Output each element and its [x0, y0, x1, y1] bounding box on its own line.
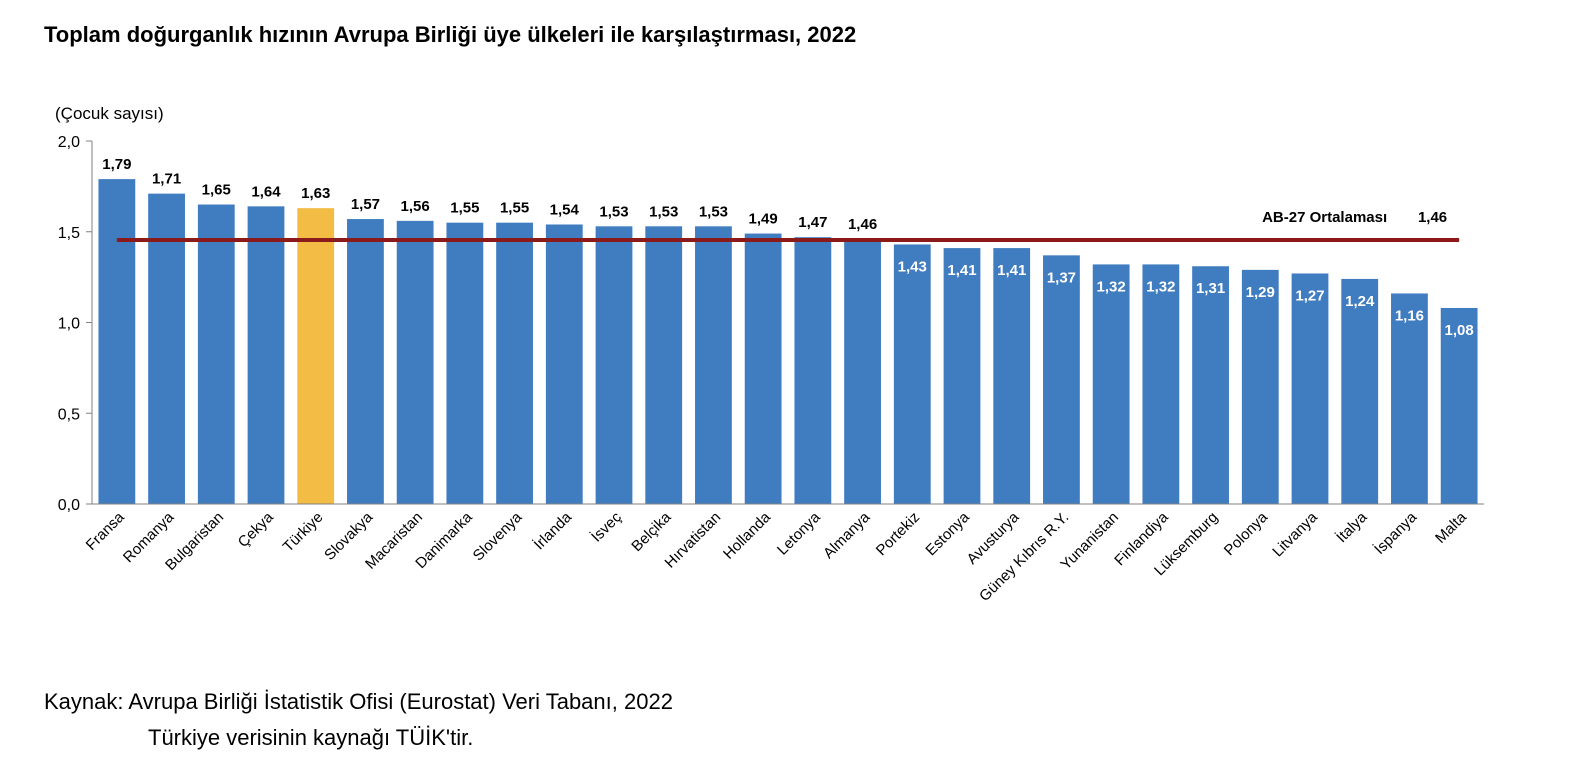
bar: [695, 226, 732, 504]
bar: [347, 219, 384, 505]
source-line-1: Kaynak: Avrupa Birliği İstatistik Ofisi …: [44, 689, 673, 714]
x-tick-label: Çekya: [235, 508, 278, 551]
bars: 1,79 1,71 1,65 1,64 1,63 1,57 1,56 1,55 1,55 1,54…: [98, 156, 1478, 505]
bar-value-label: 1,53: [699, 203, 728, 220]
bar-value-label: 1,54: [550, 201, 580, 218]
bar-value-label: 1,16: [1395, 307, 1424, 324]
bar: [98, 179, 136, 505]
source-note: Kaynak: Avrupa Birliği İstatistik Ofisi …: [44, 684, 673, 756]
reference-line-label: AB-27 Ortalaması: [1262, 209, 1387, 226]
bar: [794, 237, 832, 504]
bar: [1391, 293, 1428, 504]
bar-value-label: 1,37: [1047, 269, 1076, 286]
bar-value-label: 1,41: [947, 262, 976, 279]
bar-value-label: 1,47: [798, 214, 827, 231]
reference-line-value: 1,46: [1418, 209, 1447, 226]
bar-value-label: 1,65: [202, 182, 231, 199]
bar: [595, 226, 633, 504]
bar-chart: (Çocuk sayısı) 0,00,51,01,52,0 1,791,711…: [55, 104, 1484, 605]
bar-value-label: 1,24: [1345, 293, 1375, 310]
chart-title: Toplam doğurganlık hızının Avrupa Birliğ…: [44, 22, 857, 47]
bar-value-label: 1,57: [351, 196, 380, 213]
bar: [1192, 266, 1229, 504]
x-tick-label: İtalya: [1332, 508, 1371, 547]
bar: [1341, 278, 1379, 504]
x-tick-label: Letonya: [774, 508, 824, 558]
bar: [1142, 264, 1180, 504]
x-tick-label: Slovenya: [470, 508, 526, 564]
bar-value-label: 1,63: [301, 185, 330, 202]
bar: [844, 239, 881, 504]
bar: [943, 248, 981, 504]
x-tick-label: Polonya: [1221, 508, 1272, 559]
bar: [197, 204, 235, 504]
bar-value-label: 1,41: [997, 262, 1026, 279]
bar: [1291, 273, 1329, 504]
reference-line: AB-27 Ortalaması 1,46: [116, 209, 1460, 243]
bar-value-label: 1,53: [649, 203, 678, 220]
bar: [645, 226, 683, 504]
y-axis: 0,0 0,5 1,0 1,5 2,0: [58, 134, 93, 514]
bar: [247, 206, 285, 504]
bar-value-label: 1,43: [898, 258, 927, 275]
bar-value-label: 1,29: [1246, 284, 1275, 301]
bar: [1440, 307, 1478, 504]
y-tick-label: 0,5: [58, 406, 80, 423]
source-line-2: Türkiye verisinin kaynağı TÜİK'tir.: [148, 725, 474, 750]
bar: [1241, 269, 1279, 504]
x-tick-label: Fransa: [83, 508, 128, 553]
x-tick-label: Türkiye: [280, 509, 327, 556]
y-axis-label: (Çocuk sayısı): [55, 104, 164, 123]
bar-value-label: 1,08: [1445, 322, 1474, 339]
bar-value-label: 1,27: [1295, 287, 1324, 304]
x-tick-label: Estonya: [922, 508, 973, 559]
bar-value-label: 1,79: [102, 156, 131, 173]
x-tick-label: Belçika: [628, 508, 675, 555]
bar: [545, 224, 583, 505]
x-tick-label: Litvanya: [1269, 508, 1321, 560]
bar: [446, 222, 484, 505]
x-tick-label: İrlanda: [530, 508, 576, 554]
bar-value-label: 1,46: [848, 216, 877, 233]
y-tick-label: 1,5: [58, 225, 80, 242]
bar-value-label: 1,55: [500, 200, 529, 217]
bar: [1043, 255, 1080, 504]
bar: [1092, 264, 1130, 504]
y-tick-label: 0,0: [58, 497, 80, 514]
x-tick-label: Almanya: [820, 508, 874, 562]
bar: [993, 248, 1031, 504]
y-tick-label: 2,0: [58, 134, 80, 151]
x-tick-label: Portekiz: [873, 509, 923, 559]
bar: [744, 233, 782, 504]
bar: [148, 193, 185, 504]
bar-value-label: 1,55: [450, 200, 479, 217]
x-tick-label: Güney Kıbrıs R.Y.: [976, 509, 1072, 605]
bar-value-label: 1,32: [1097, 278, 1126, 295]
bar: [496, 222, 533, 505]
bar-value-label: 1,32: [1146, 278, 1175, 295]
bar-value-label: 1,49: [749, 211, 778, 228]
x-tick-label: Malta: [1432, 508, 1470, 546]
y-tick-label: 1,0: [58, 316, 80, 333]
x-tick-label: Hollanda: [720, 508, 774, 562]
bar: [396, 220, 434, 505]
x-tick-label: İspanya: [1370, 508, 1420, 558]
bar-value-label: 1,64: [251, 183, 281, 200]
bar: [893, 244, 931, 504]
bar-value-label: 1,53: [599, 203, 628, 220]
bar: [297, 208, 335, 504]
bar-value-label: 1,56: [401, 198, 430, 215]
bar-value-label: 1,71: [152, 171, 181, 188]
x-tick-label: İsveç: [587, 508, 625, 546]
bar-value-label: 1,31: [1196, 280, 1225, 297]
